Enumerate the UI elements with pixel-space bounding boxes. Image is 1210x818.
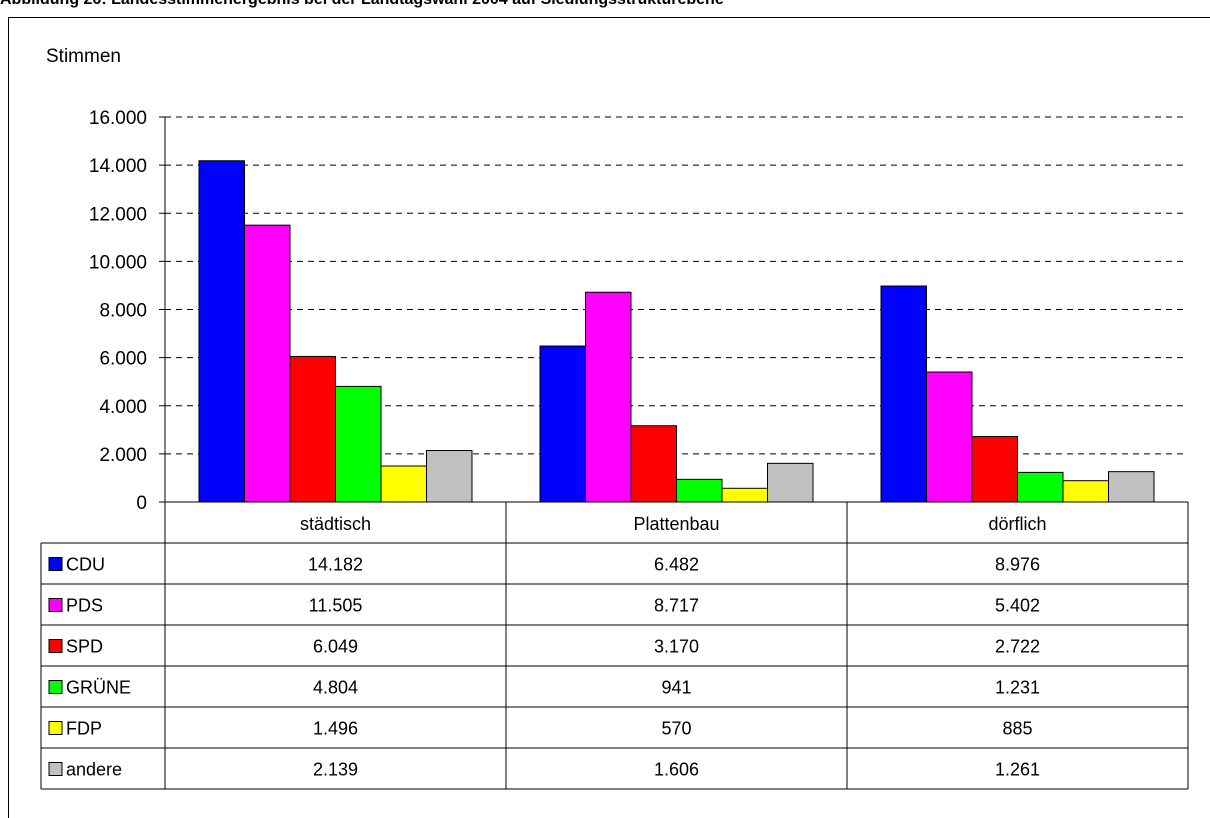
data-label: 4.804 bbox=[313, 678, 358, 698]
category-label: Plattenbau bbox=[633, 514, 719, 534]
data-label: 8.976 bbox=[995, 555, 1040, 575]
bar-spd-3 bbox=[971, 436, 1018, 503]
legend-swatch-andere bbox=[48, 762, 63, 776]
legend-swatch-grüne bbox=[48, 680, 63, 694]
data-label: 3.170 bbox=[654, 637, 699, 657]
data-label: 14.182 bbox=[308, 555, 363, 575]
data-label: 570 bbox=[661, 719, 691, 739]
bar-pds-3 bbox=[926, 371, 973, 503]
data-label: 6.482 bbox=[654, 555, 699, 575]
y-tick-label: 0 bbox=[136, 493, 147, 514]
bar-spd-1 bbox=[289, 355, 336, 503]
bar-cdu-3 bbox=[880, 285, 927, 503]
legend-swatch-cdu bbox=[48, 557, 63, 571]
data-label: 941 bbox=[661, 678, 691, 698]
bar-andere-2 bbox=[767, 462, 814, 503]
data-label: 8.717 bbox=[654, 596, 699, 616]
data-label: 5.402 bbox=[995, 596, 1040, 616]
legend-label: CDU bbox=[66, 555, 105, 575]
bar-pds-1 bbox=[244, 224, 291, 503]
figure-title: Abbildung 26: Landesstimmenergebnis bei … bbox=[0, 0, 1210, 9]
bar-fdp-3 bbox=[1062, 480, 1109, 503]
data-label: 885 bbox=[1002, 719, 1032, 739]
bar-grüne-2 bbox=[676, 478, 723, 503]
y-tick-label: 12.000 bbox=[89, 204, 147, 225]
figure-frame bbox=[8, 17, 1210, 818]
category-label: städtisch bbox=[300, 514, 371, 534]
data-label: 6.049 bbox=[313, 637, 358, 657]
legend-swatch-pds bbox=[48, 598, 63, 612]
data-label: 1.606 bbox=[654, 760, 699, 780]
data-label: 11.505 bbox=[309, 596, 363, 616]
legend-swatch-fdp bbox=[48, 721, 63, 735]
bar-fdp-1 bbox=[380, 465, 427, 503]
legend-label: FDP bbox=[66, 719, 102, 739]
y-tick-label: 16.000 bbox=[89, 108, 147, 129]
data-label: 1.261 bbox=[995, 760, 1040, 780]
legend-label: PDS bbox=[66, 596, 103, 616]
bar-cdu-2 bbox=[539, 345, 586, 503]
bar-spd-2 bbox=[630, 425, 677, 503]
legend-label: SPD bbox=[66, 637, 103, 657]
y-tick-label: 2.000 bbox=[99, 445, 147, 466]
data-label: 1.231 bbox=[995, 678, 1040, 698]
bar-pds-2 bbox=[585, 291, 632, 503]
bar-grüne-1 bbox=[335, 385, 382, 503]
legend-label: andere bbox=[66, 760, 122, 780]
y-tick-label: 4.000 bbox=[99, 397, 147, 418]
data-label: 1.496 bbox=[313, 719, 358, 739]
legend-swatch-spd bbox=[48, 639, 63, 653]
bar-andere-1 bbox=[426, 450, 473, 503]
y-axis-ticks: 0 2.000 4.000 6.000 8.000 10.000 12.000 14.000 1… bbox=[89, 108, 166, 514]
y-tick-label: 10.000 bbox=[89, 252, 147, 273]
data-label: 2.139 bbox=[313, 760, 358, 780]
data-table: städtisch Plattenbau dörflich CDU 14.182 6.48… bbox=[40, 501, 1189, 790]
bar-fdp-2 bbox=[721, 487, 768, 503]
bar-grüne-3 bbox=[1017, 471, 1064, 503]
legend-label: GRÜNE bbox=[66, 678, 131, 698]
y-tick-label: 8.000 bbox=[99, 301, 147, 322]
y-axis-label: Stimmen bbox=[46, 46, 121, 67]
y-tick-label: 6.000 bbox=[99, 349, 147, 370]
bar-cdu-1 bbox=[198, 160, 245, 503]
y-tick-label: 14.000 bbox=[89, 156, 147, 177]
bar-andere-3 bbox=[1108, 471, 1155, 503]
data-label: 2.722 bbox=[995, 637, 1040, 657]
category-label: dörflich bbox=[988, 514, 1046, 534]
bars bbox=[198, 160, 1155, 503]
